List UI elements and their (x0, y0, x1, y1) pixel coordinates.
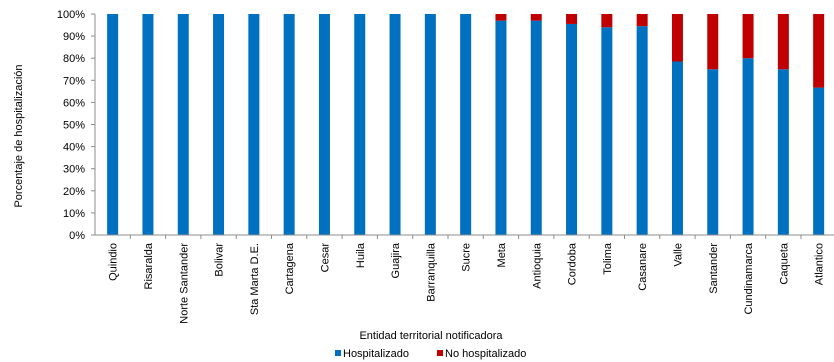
x-axis-title: Entidad territorial notificadora (359, 330, 503, 342)
y-tick-label: 70% (63, 75, 85, 87)
bar-no-hospitalizado (636, 14, 648, 27)
bar-hospitalizado (495, 20, 507, 235)
x-tick-label: Valle (672, 243, 684, 267)
x-tick-label: Antioquia (531, 242, 543, 289)
x-tick-label: Tolima (602, 242, 614, 275)
bar-hospitalizado (283, 14, 295, 235)
bar-no-hospitalizado (566, 14, 578, 24)
y-tick-label: 50% (63, 120, 85, 132)
bar-hospitalizado (707, 69, 719, 235)
legend-swatch (335, 350, 341, 356)
x-tick-label: Risaralda (143, 242, 155, 289)
bar-hospitalizado (107, 14, 119, 235)
bar-hospitalizado (813, 87, 825, 235)
y-axis: 0% 10% 20% 30% 40% 50% 60% 70% 80% 90% 100% (57, 9, 96, 242)
bar-hospitalizado (389, 14, 401, 235)
y-tick-label: 30% (63, 164, 85, 176)
x-tick-label: Cundinamarca (743, 242, 755, 314)
bar-hospitalizado (177, 14, 189, 235)
y-tick-label: 40% (63, 142, 85, 154)
bar-hospitalizado (530, 20, 542, 235)
bar-hospitalizado (671, 61, 683, 235)
y-tick-label: 90% (63, 31, 85, 43)
x-tick-label: Huila (355, 242, 367, 268)
bar-hospitalizado (354, 14, 366, 235)
x-tick-label: Cartagena (284, 242, 296, 294)
x-tick-label: Cesar (319, 243, 331, 273)
bar-no-hospitalizado (707, 14, 719, 70)
x-tick-label: Quindio (108, 243, 120, 281)
bar-hospitalizado (318, 14, 330, 235)
x-tick-label: Santander (708, 243, 720, 294)
bar-no-hospitalizado (813, 14, 825, 88)
bar-no-hospitalizado (530, 14, 542, 21)
y-tick-label: 20% (63, 186, 85, 198)
bar-hospitalizado (742, 58, 754, 236)
y-axis-title: Porcentaje de hospitalización (13, 64, 25, 207)
y-tick-label: 80% (63, 53, 85, 65)
bar-hospitalizado (142, 14, 154, 235)
legend-swatch (437, 350, 443, 356)
bar-hospitalizado (460, 14, 472, 235)
legend: Hospitalizado No hospitalizado (335, 348, 526, 360)
x-tick-label: Caqueta (778, 242, 790, 284)
y-tick-label: 60% (63, 97, 85, 109)
bar-hospitalizado (566, 23, 578, 235)
x-tick-label: Casanare (637, 243, 649, 291)
y-tick-label: 10% (63, 208, 85, 220)
bar-hospitalizado (636, 26, 648, 236)
x-tick-label: Sucre (461, 243, 473, 272)
x-tick-label: Guajira (390, 242, 402, 278)
bar-no-hospitalizado (777, 14, 789, 70)
x-tick-label: Norte Santander (178, 243, 190, 324)
bar-no-hospitalizado (742, 14, 754, 59)
bar-hospitalizado (777, 69, 789, 235)
y-tick-label: 0% (69, 230, 85, 242)
x-tick-label: Meta (496, 242, 508, 267)
bar-no-hospitalizado (495, 14, 507, 21)
x-tick-label: Atlantico (814, 243, 826, 285)
x-tick-label: Bolivar (214, 243, 226, 277)
bar-hospitalizado (213, 14, 225, 235)
bar-no-hospitalizado (601, 14, 613, 28)
x-tick-label: Cordoba (567, 242, 579, 285)
bar-no-hospitalizado (671, 14, 683, 62)
legend-label: No hospitalizado (445, 348, 526, 360)
y-tick-label: 100% (57, 9, 85, 21)
x-tick-label: Sta Marta D.E. (249, 243, 261, 315)
x-axis: Quindio Risaralda Norte Santander Bolivar St… (95, 234, 834, 324)
legend-label: Hospitalizado (343, 348, 409, 360)
bars (107, 14, 825, 236)
bar-hospitalizado (424, 14, 436, 235)
bar-hospitalizado (248, 14, 260, 235)
x-tick-label: Barranquilla (425, 242, 437, 302)
bar-hospitalizado (601, 27, 613, 236)
